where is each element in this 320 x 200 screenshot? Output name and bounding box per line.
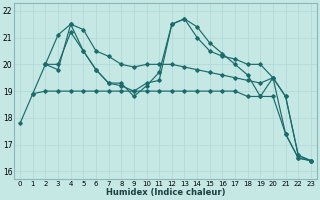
X-axis label: Humidex (Indice chaleur): Humidex (Indice chaleur): [106, 188, 225, 197]
